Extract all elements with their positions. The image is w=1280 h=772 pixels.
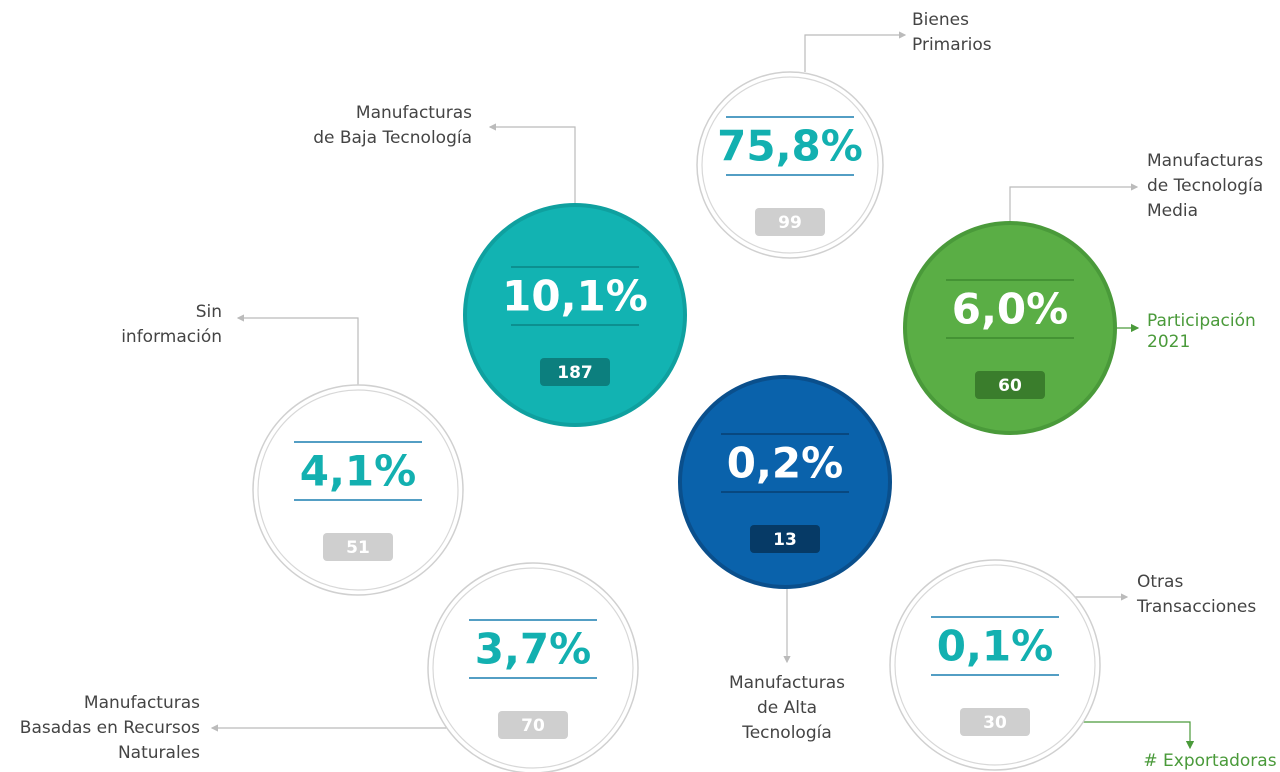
- circle-inner: [432, 567, 634, 769]
- share-legend: Participación: [1147, 311, 1256, 331]
- count-badge: [750, 525, 820, 553]
- count: 187: [557, 363, 593, 383]
- label: Transacciones: [1136, 597, 1256, 617]
- share: 10,1%: [502, 272, 648, 321]
- count-badge: [498, 711, 568, 739]
- label: Otras: [1137, 572, 1183, 592]
- count-badge: [755, 208, 825, 236]
- count-legend: # Exportadoras: [1143, 751, 1276, 771]
- circle: [463, 203, 687, 427]
- count: 70: [521, 716, 545, 736]
- connector: [804, 31, 907, 72]
- count-badge: [323, 533, 393, 561]
- count: 99: [778, 213, 802, 233]
- share: 0,1%: [937, 622, 1053, 671]
- label: Primarios: [912, 35, 992, 55]
- count: 30: [983, 713, 1007, 733]
- label: Naturales: [118, 743, 200, 763]
- count: 13: [773, 530, 797, 550]
- connector: [488, 123, 576, 205]
- label: Manufacturas: [729, 673, 845, 693]
- count-badge: [960, 708, 1030, 736]
- share: 0,2%: [727, 439, 843, 488]
- label: de Alta: [757, 698, 817, 718]
- count-badge: [975, 371, 1045, 399]
- share: 75,8%: [717, 122, 863, 171]
- label: Media: [1147, 201, 1198, 221]
- label: Bienes: [912, 10, 969, 30]
- share-legend: 2021: [1147, 332, 1190, 352]
- count-connector: [1035, 721, 1195, 750]
- label: de Baja Tecnología: [313, 128, 472, 148]
- label: información: [121, 327, 222, 347]
- connector: [236, 314, 359, 385]
- count-badge: [540, 358, 610, 386]
- circle-inner: [257, 389, 459, 591]
- label: Manufacturas: [1147, 151, 1263, 171]
- label: Basadas en Recursos: [20, 718, 200, 738]
- count: 51: [346, 538, 370, 558]
- label: Sin: [196, 302, 222, 322]
- label: Manufacturas: [356, 103, 472, 123]
- count: 60: [998, 376, 1022, 396]
- label: de Tecnología: [1147, 176, 1263, 196]
- label: Tecnología: [741, 723, 832, 743]
- circle-inner: [894, 564, 1096, 766]
- share: 4,1%: [300, 447, 416, 496]
- circle-inner: [701, 76, 879, 254]
- share: 3,7%: [475, 625, 591, 674]
- circle: [903, 221, 1117, 435]
- circle: [678, 375, 892, 589]
- share: 6,0%: [952, 285, 1068, 334]
- label: Manufacturas: [84, 693, 200, 713]
